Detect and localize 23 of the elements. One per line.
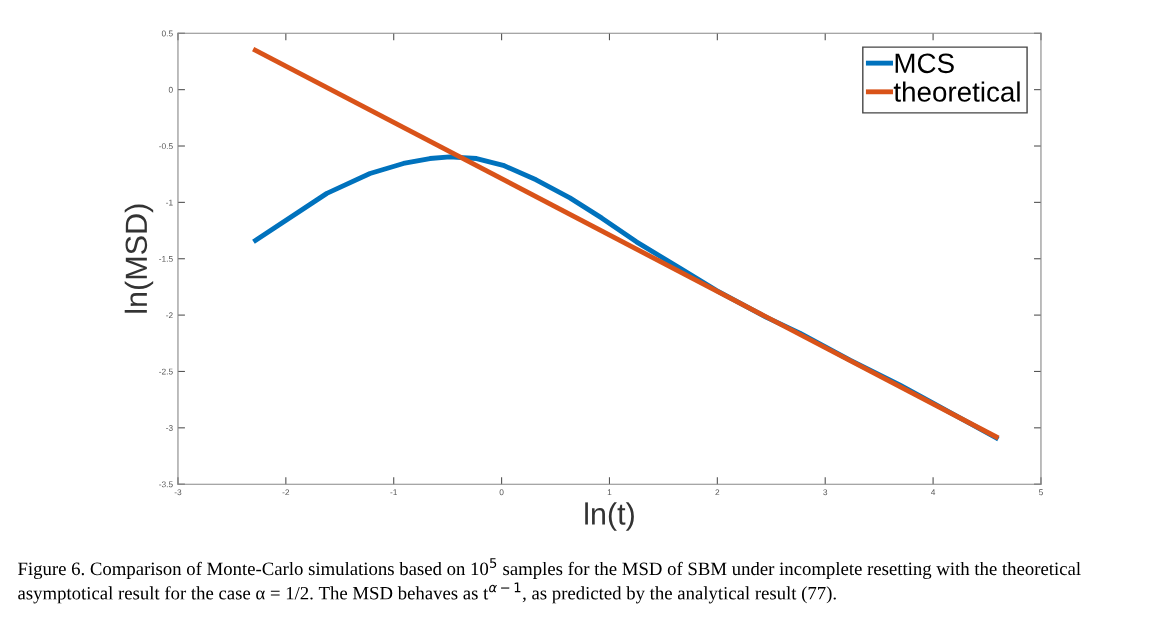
- x-tick-label: 4: [930, 489, 936, 496]
- y-tick-label: 0: [168, 86, 173, 93]
- caption: Figure 6. Comparison of Monte-Carlo simulations based on 10$^{5}$ samples for the MSD of SBM under incomplete resetting with the theoretical asymptotical result for the case α = 1/2. The MSD behaves as t$^{α−1}$, as predicted by the analytical result (77).: [18, 558, 1081, 604]
- y-tick-label: -2: [166, 312, 173, 319]
- y-axis-title: ln(MSD): [124, 204, 154, 313]
- x-tick-label: 0: [499, 489, 504, 496]
- y-tick-label: -1.5: [159, 256, 173, 262]
- y-tick-label: 0.5: [161, 30, 173, 37]
- x-tick-label: 1: [607, 489, 612, 496]
- y-tick-label: -3: [166, 425, 173, 431]
- legend-label: MCS: [895, 53, 954, 74]
- x-tick-label: 3: [823, 489, 828, 496]
- x-tick-label: 5: [1038, 489, 1043, 496]
- y-tick-label: -0.5: [159, 143, 173, 150]
- legend-label: theoretical: [893, 81, 1020, 102]
- x-tick-label: -3: [174, 489, 182, 496]
- x-tick-label: -2: [282, 489, 290, 496]
- x-axis-title: ln(t): [585, 502, 634, 531]
- y-tick-label: -1: [166, 199, 173, 206]
- x-tick-label: -1: [390, 489, 398, 496]
- x-tick-label: 2: [715, 489, 720, 496]
- y-tick-label: -3.5: [159, 481, 173, 488]
- y-tick-label: -2.5: [159, 368, 173, 375]
